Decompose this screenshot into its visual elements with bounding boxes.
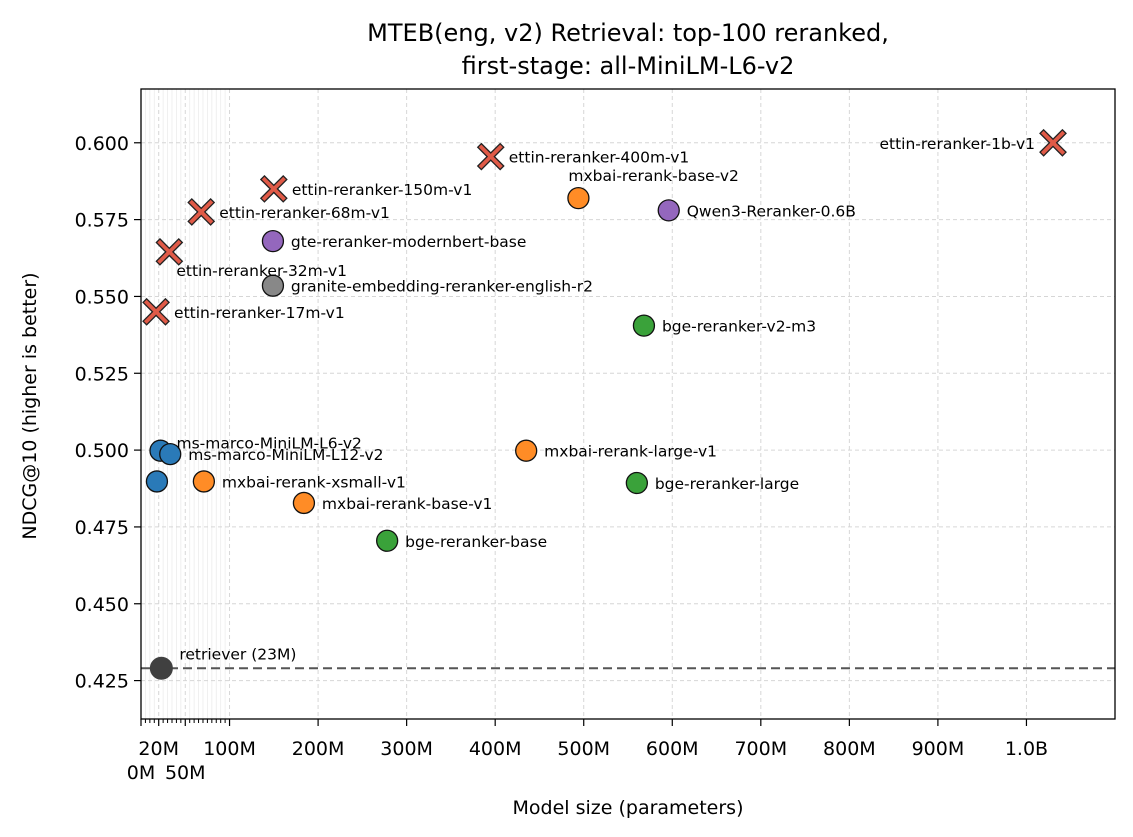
data-points	[142, 128, 1067, 680]
x-tick-label: 300M	[380, 738, 433, 760]
circle-marker-point	[567, 186, 590, 210]
y-tick-label: 0.600	[75, 133, 129, 155]
circle-marker-point	[292, 491, 316, 515]
chart-title: MTEB(eng, v2) Retrieval: top-100 reranke…	[367, 19, 889, 80]
x-tick-label: 700M	[734, 738, 787, 760]
circle-marker-point	[145, 470, 169, 493]
y-tick-label: 0.475	[75, 517, 129, 539]
circle-marker-point	[192, 470, 216, 493]
point-label: mxbai-rerank-large-v1	[544, 443, 717, 461]
circle-marker-point	[261, 229, 285, 253]
chart-title-line-2: first-stage: all-MiniLM-L6-v2	[462, 52, 795, 80]
x-tick-label: 600M	[646, 738, 699, 760]
y-tick-label: 0.500	[75, 440, 129, 462]
point-label: mxbai-rerank-base-v2	[568, 167, 739, 185]
x-tick-label: 0M	[127, 762, 155, 784]
x-tick-label: 500M	[557, 738, 610, 760]
point-label: granite-embedding-reranker-english-r2	[291, 278, 593, 296]
point-label: mxbai-rerank-xsmall-v1	[222, 473, 406, 491]
point-label: bge-reranker-v2-m3	[662, 318, 816, 336]
y-tick-label: 0.525	[75, 363, 129, 385]
point-label: ettin-reranker-32m-v1	[176, 262, 347, 280]
x-tick-label: 400M	[469, 738, 522, 760]
y-tick-label: 0.550	[75, 286, 129, 308]
point-label: ms-marco-MiniLM-L12-v2	[188, 446, 383, 464]
point-label: ettin-reranker-68m-v1	[219, 204, 390, 222]
x-tick-label: 20M	[138, 738, 179, 760]
circle-marker-point	[625, 471, 649, 495]
x-tick-label: 800M	[823, 738, 876, 760]
minor-grid	[145, 89, 226, 719]
y-tick-label: 0.575	[75, 210, 129, 232]
x-marker-point	[476, 142, 505, 171]
plot-frame	[140, 88, 1116, 720]
circle-marker-point	[376, 529, 399, 552]
point-label: Qwen3-Reranker-0.6B	[687, 202, 856, 220]
grid	[140, 89, 1115, 719]
point-label: ms-marco-MiniLM-L6-v2	[176, 435, 361, 453]
x-tick-label: 1.0B	[1005, 738, 1048, 760]
circle-marker-point	[657, 199, 680, 222]
baseline-point	[149, 656, 173, 680]
circle-marker-point	[261, 274, 285, 297]
y-axis-title: NDCG@10 (higher is better)	[19, 272, 41, 539]
y-tick-label: 0.425	[75, 671, 129, 693]
x-axis-title: Model size (parameters)	[513, 797, 744, 819]
x-tick-label: 900M	[912, 738, 965, 760]
point-label: ettin-reranker-150m-v1	[292, 181, 473, 199]
point-labels: retriever (23M) ettin-reranker-17m-v1 etti…	[174, 135, 1035, 664]
x-tick-label: 50M	[165, 762, 206, 784]
point-label: ettin-reranker-1b-v1	[879, 135, 1035, 153]
point-label: ettin-reranker-17m-v1	[174, 304, 345, 322]
point-label: bge-reranker-base	[405, 533, 547, 551]
circle-marker-point	[515, 439, 538, 462]
x-tick-label: 200M	[292, 738, 345, 760]
x-marker-point	[259, 174, 288, 203]
circle-marker-point	[159, 442, 182, 466]
circle-marker-point	[632, 314, 656, 337]
x-tick-label: 100M	[203, 738, 256, 760]
y-axis: 0.425 0.450 0.475 0.500 0.525 0.550 0.575 0.600	[75, 133, 141, 693]
point-label: ettin-reranker-400m-v1	[509, 149, 690, 167]
x-marker-point	[155, 237, 184, 266]
point-label: mxbai-rerank-base-v1	[322, 495, 493, 513]
chart-title-line-1: MTEB(eng, v2) Retrieval: top-100 reranke…	[367, 19, 889, 47]
x-marker-point	[1039, 128, 1067, 157]
baseline-label: retriever (23M)	[179, 645, 296, 663]
x-marker-point	[187, 198, 216, 226]
point-label: gte-reranker-modernbert-base	[291, 233, 527, 251]
x-marker-point	[142, 297, 170, 326]
point-label: bge-reranker-large	[655, 475, 799, 493]
y-tick-label: 0.450	[75, 594, 129, 616]
